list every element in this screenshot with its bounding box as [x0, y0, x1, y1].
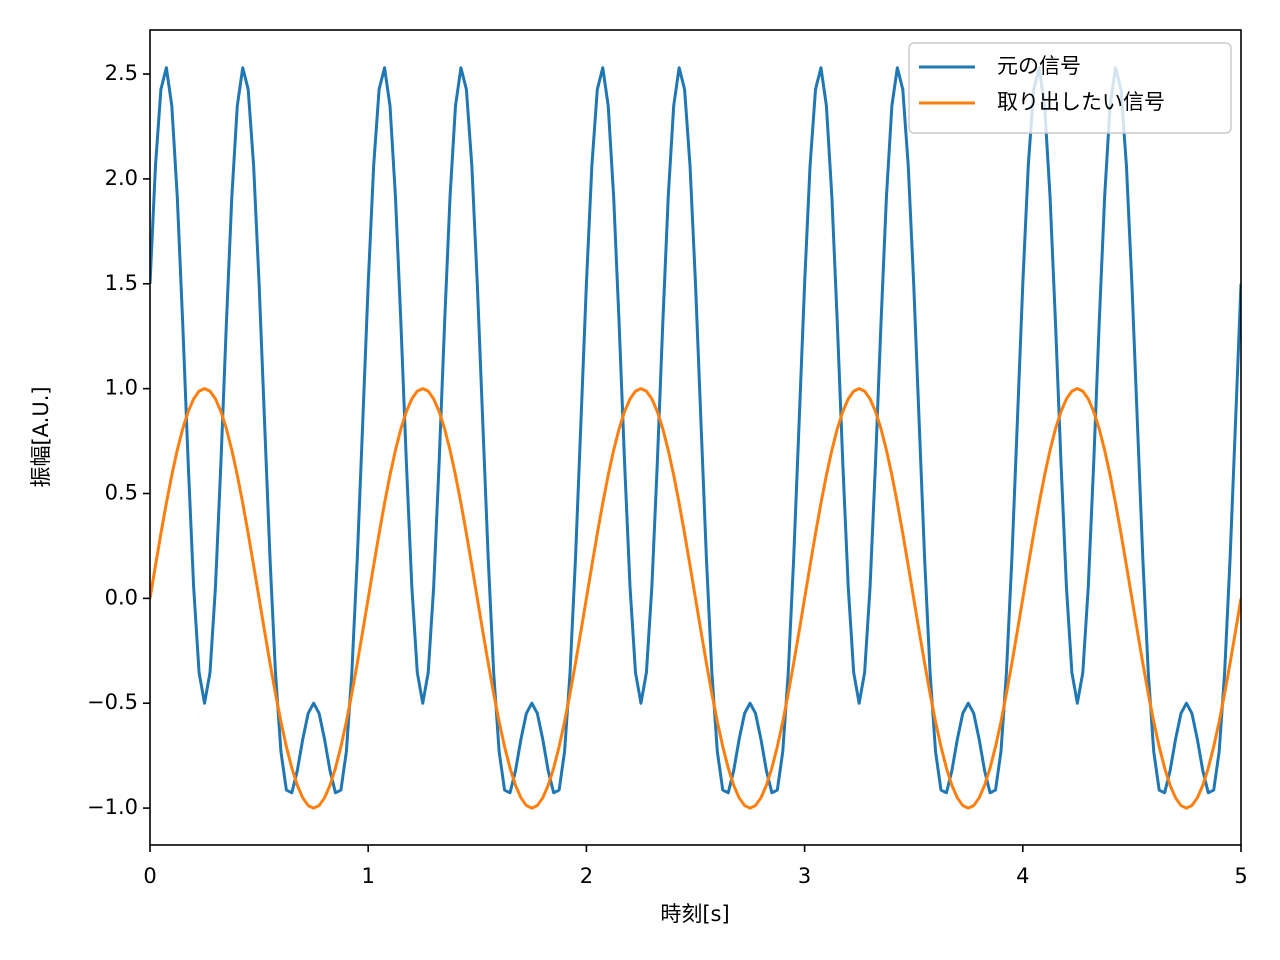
- legend-label: 取り出したい信号: [997, 90, 1165, 114]
- legend-box: [908, 42, 1232, 134]
- x-tick-label: 2: [580, 864, 593, 888]
- y-axis-label: 振幅[A.U.]: [29, 386, 53, 487]
- y-tick-label: 2.0: [105, 166, 138, 190]
- x-tick-label: 4: [1016, 864, 1029, 888]
- plot-frame: [149, 29, 1242, 846]
- legend-label: 元の信号: [997, 54, 1081, 78]
- y-tick-label: −1.0: [87, 795, 138, 819]
- series-line: [150, 387, 1241, 810]
- x-tick-label: 3: [798, 864, 811, 888]
- y-tick-label: 0.0: [105, 585, 138, 609]
- y-tick-label: 0.5: [105, 480, 138, 504]
- y-tick-label: 1.5: [105, 271, 138, 295]
- x-tick-label: 1: [362, 864, 375, 888]
- x-tick-label: 5: [1234, 864, 1247, 888]
- y-tick-label: −0.5: [87, 690, 138, 714]
- y-tick-label: 2.5: [105, 61, 138, 85]
- x-axis-label: 時刻[s]: [660, 902, 729, 926]
- y-tick-label: 1.0: [105, 376, 138, 400]
- x-tick-label: 0: [143, 864, 156, 888]
